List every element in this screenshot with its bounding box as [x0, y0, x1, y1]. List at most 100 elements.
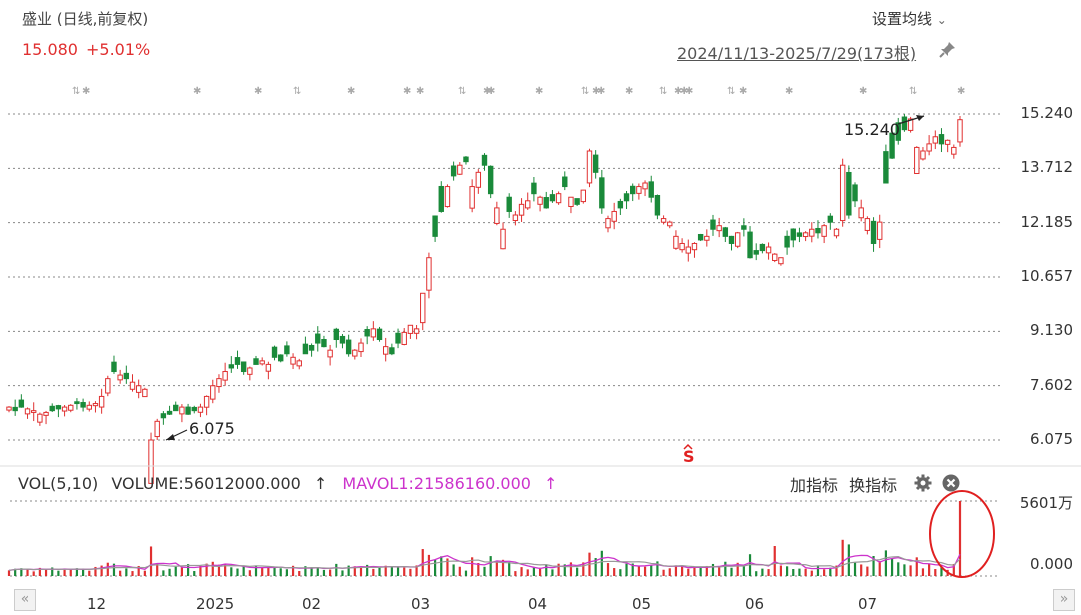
candle	[494, 207, 500, 224]
candle	[901, 116, 908, 131]
candle	[142, 388, 148, 398]
candle	[6, 406, 12, 411]
candle	[870, 220, 877, 244]
candle	[555, 193, 562, 204]
candle	[469, 186, 475, 209]
date-range-link[interactable]: 2024/11/13-2025/7/29(173根)	[677, 44, 917, 63]
s-marker-icon[interactable]: S	[683, 443, 695, 466]
candle	[86, 404, 92, 410]
event-up-icon: ⇅	[581, 86, 589, 97]
candle	[389, 347, 395, 355]
candle	[111, 361, 117, 373]
s-marker-label: S	[683, 447, 695, 466]
stock-title: 盛业 (日线,前复权)	[22, 10, 149, 28]
candle	[592, 154, 599, 173]
candle	[679, 242, 685, 251]
candle	[210, 385, 216, 400]
candle	[308, 344, 315, 351]
x-tick-2: 2025	[196, 595, 235, 613]
candle	[352, 349, 358, 357]
candle	[420, 292, 426, 324]
x-tick-7: 06	[745, 595, 765, 613]
candle	[772, 253, 778, 261]
event-markers-row[interactable]: ⇅ ✱ ✱ ✱ ⇅ ✱ ✱ ✱ ⇅ ✱✱ ✱ ⇅ ✱✱ ✱ ⇅ ✱✱✱ ⇅ ✱ ✱ ✱ ⇅ ✱	[72, 86, 965, 97]
candle	[636, 186, 642, 194]
candle	[166, 410, 173, 415]
volume-axis-bottom: 0.000	[1030, 555, 1073, 573]
volume-axis-top: 5601万	[1019, 494, 1073, 512]
candlestick-series[interactable]	[6, 114, 963, 484]
candle	[648, 181, 654, 198]
event-star-icon: ✱	[254, 86, 262, 97]
event-star-icon: ✱	[416, 86, 424, 97]
candle	[531, 182, 537, 195]
price-tick-1: 15.240	[1020, 104, 1074, 122]
candle	[500, 228, 506, 250]
event-star-icon: ✱	[685, 86, 693, 97]
pin-icon[interactable]	[937, 40, 957, 60]
add-indicator-button[interactable]: 加指标	[790, 476, 839, 495]
candle	[203, 395, 210, 408]
candle	[80, 402, 86, 408]
candle	[697, 233, 704, 241]
candle	[815, 227, 821, 234]
candle	[741, 225, 747, 230]
candle	[907, 118, 914, 131]
candle	[518, 203, 525, 216]
event-star-icon: ✱	[193, 86, 201, 97]
candle	[290, 356, 296, 365]
swap-indicator-button[interactable]: 换指标	[849, 476, 898, 495]
candle	[43, 411, 49, 416]
candle	[475, 171, 482, 188]
scroll-left-button[interactable]: «	[14, 589, 36, 611]
event-star-icon: ✱	[535, 86, 543, 97]
candle	[506, 196, 512, 212]
event-star-icon: ✱	[403, 86, 411, 97]
candle	[537, 196, 543, 205]
event-star-icon: ✱	[957, 86, 965, 97]
candle	[438, 185, 444, 212]
scroll-right-button[interactable]: »	[1053, 589, 1075, 611]
candle	[265, 363, 272, 372]
set-ma-button[interactable]: 设置均线 ⌄	[872, 8, 947, 29]
candle	[821, 225, 827, 237]
candle	[487, 165, 494, 195]
candle	[18, 399, 25, 408]
candle	[382, 346, 389, 355]
candle	[722, 227, 729, 237]
candle	[951, 146, 957, 155]
candle	[432, 215, 438, 237]
candle	[234, 357, 241, 365]
close-icon[interactable]	[942, 474, 960, 496]
candle	[846, 171, 852, 216]
low-annotation: 6.075	[165, 419, 235, 441]
candle	[376, 328, 383, 341]
candle	[685, 246, 691, 254]
candle	[864, 218, 871, 231]
candle	[160, 413, 167, 419]
event-up-icon: ⇅	[727, 86, 735, 97]
candle	[197, 406, 204, 413]
candle	[809, 228, 815, 237]
candle	[543, 197, 549, 209]
candle	[74, 401, 80, 405]
gear-icon[interactable]	[914, 474, 932, 496]
candle	[216, 378, 222, 388]
candle	[667, 221, 673, 227]
candle	[395, 332, 401, 344]
event-star-icon: ✱	[592, 86, 600, 97]
low-annotation-label: 6.075	[189, 419, 235, 438]
candle	[630, 185, 636, 195]
candle	[345, 339, 352, 355]
candle	[481, 154, 488, 166]
x-tick-1: 12	[87, 595, 107, 613]
set-ma-label: 设置均线	[872, 10, 933, 28]
candle	[932, 136, 938, 144]
price-change: +5.01%	[85, 40, 151, 59]
event-star-icon: ✱	[625, 86, 633, 97]
candle	[370, 328, 377, 338]
candle	[12, 406, 18, 412]
event-star-icon: ✱	[347, 86, 355, 97]
candle	[759, 243, 766, 252]
